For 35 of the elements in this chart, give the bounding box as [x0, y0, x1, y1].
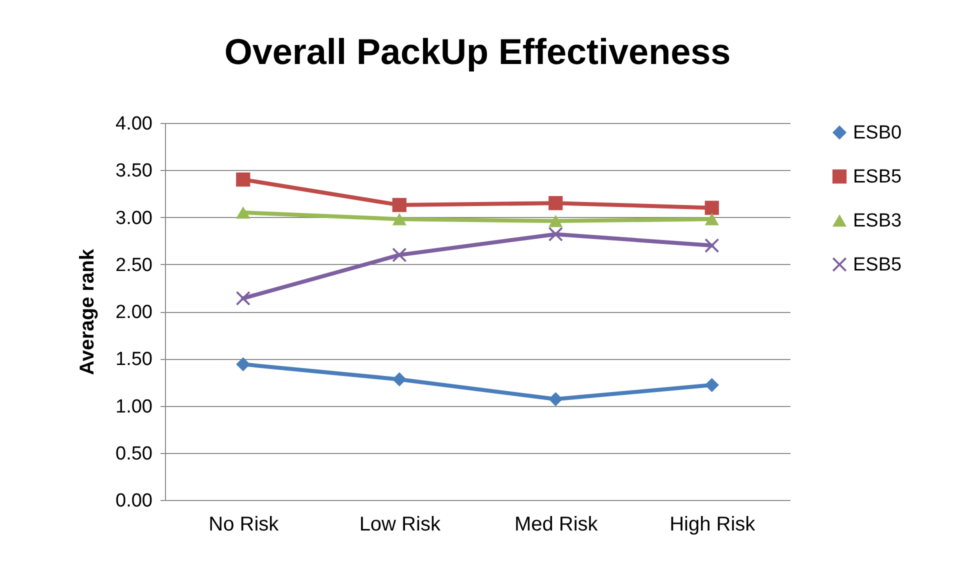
y-tick-label: 0.00 — [116, 490, 152, 512]
point — [704, 200, 719, 215]
y-tick-label: 3.00 — [116, 208, 152, 229]
point — [392, 198, 406, 212]
point — [548, 214, 563, 228]
x-tick-label: Low Risk — [359, 514, 442, 536]
y-axis-title: Average rank — [76, 248, 99, 375]
point — [236, 357, 250, 372]
y-tick-label: 1.50 — [116, 349, 152, 370]
point — [236, 172, 250, 187]
point — [392, 248, 406, 262]
legend-label: ESB3 — [853, 210, 902, 232]
x-tick-label: No Risk — [208, 514, 280, 536]
point — [392, 372, 406, 386]
x-tick-label: Med Risk — [514, 514, 599, 536]
point — [704, 238, 719, 253]
point — [548, 227, 563, 242]
legend-label: ESB0 — [853, 122, 902, 144]
y-tick-label: 2.50 — [116, 254, 152, 276]
point — [548, 196, 563, 210]
y-tick-label: 4.00 — [116, 114, 152, 134]
y-tick-label: 1.00 — [116, 396, 152, 418]
point — [392, 213, 406, 226]
legend-label: ESB5 — [853, 254, 902, 276]
x-tick-label: High Risk — [670, 514, 756, 536]
point — [236, 206, 250, 219]
y-tick-label: 3.50 — [116, 160, 152, 182]
legend-label: ESB5 — [853, 166, 902, 188]
chart-title: Overall PackUp Effectiveness — [224, 31, 731, 72]
point — [704, 378, 719, 392]
y-tick-label: 2.00 — [116, 302, 152, 323]
y-tick-label: 0.50 — [116, 443, 152, 464]
point — [548, 392, 563, 406]
point — [236, 291, 250, 306]
point — [704, 213, 719, 226]
